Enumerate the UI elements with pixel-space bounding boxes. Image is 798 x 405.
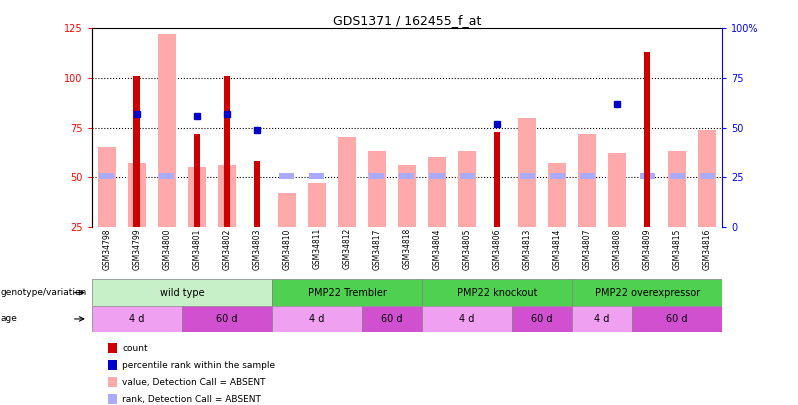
- Bar: [422, 306, 512, 332]
- Text: 4 d: 4 d: [129, 314, 144, 324]
- Bar: [182, 306, 272, 332]
- Text: 4 d: 4 d: [460, 314, 475, 324]
- Bar: [158, 34, 176, 227]
- Bar: [640, 173, 654, 179]
- Bar: [548, 163, 566, 227]
- Bar: [128, 163, 146, 227]
- Bar: [272, 279, 422, 306]
- Bar: [278, 193, 296, 227]
- Bar: [362, 306, 422, 332]
- Bar: [632, 306, 722, 332]
- Text: 60 d: 60 d: [216, 314, 238, 324]
- Text: 60 d: 60 d: [531, 314, 553, 324]
- Bar: [429, 173, 444, 179]
- Bar: [223, 76, 230, 227]
- Bar: [698, 130, 716, 227]
- Title: GDS1371 / 162455_f_at: GDS1371 / 162455_f_at: [333, 14, 481, 27]
- Bar: [608, 153, 626, 227]
- Text: 60 d: 60 d: [381, 314, 403, 324]
- Text: PMP22 knockout: PMP22 knockout: [456, 288, 537, 298]
- Bar: [428, 157, 446, 227]
- Bar: [578, 134, 596, 227]
- Bar: [160, 173, 174, 179]
- Text: genotype/variation: genotype/variation: [1, 288, 87, 297]
- Bar: [368, 151, 386, 227]
- Text: PMP22 Trembler: PMP22 Trembler: [307, 288, 386, 298]
- Text: 4 d: 4 d: [595, 314, 610, 324]
- Bar: [99, 173, 114, 179]
- Bar: [310, 173, 325, 179]
- Bar: [668, 151, 686, 227]
- Bar: [254, 161, 260, 227]
- Bar: [279, 173, 294, 179]
- Bar: [422, 279, 572, 306]
- Bar: [700, 173, 715, 179]
- Bar: [194, 134, 200, 227]
- Bar: [308, 183, 326, 227]
- Text: percentile rank within the sample: percentile rank within the sample: [122, 361, 275, 370]
- Bar: [400, 173, 414, 179]
- Bar: [494, 132, 500, 227]
- Bar: [338, 138, 356, 227]
- Bar: [398, 165, 416, 227]
- Bar: [92, 279, 272, 306]
- Bar: [518, 117, 536, 227]
- Bar: [572, 279, 722, 306]
- Bar: [460, 173, 475, 179]
- Text: wild type: wild type: [160, 288, 204, 298]
- Text: 4 d: 4 d: [310, 314, 325, 324]
- Text: value, Detection Call = ABSENT: value, Detection Call = ABSENT: [122, 378, 266, 387]
- Bar: [512, 306, 572, 332]
- Text: 60 d: 60 d: [666, 314, 688, 324]
- Bar: [644, 52, 650, 227]
- Bar: [369, 173, 385, 179]
- Bar: [133, 76, 140, 227]
- Bar: [670, 173, 685, 179]
- Bar: [92, 306, 182, 332]
- Text: count: count: [122, 344, 148, 353]
- Bar: [98, 147, 116, 227]
- Text: PMP22 overexpressor: PMP22 overexpressor: [595, 288, 700, 298]
- Bar: [218, 165, 236, 227]
- Text: rank, Detection Call = ABSENT: rank, Detection Call = ABSENT: [122, 395, 261, 404]
- Bar: [458, 151, 476, 227]
- Bar: [272, 306, 362, 332]
- Bar: [519, 173, 535, 179]
- Bar: [572, 306, 632, 332]
- Bar: [188, 167, 206, 227]
- Bar: [579, 173, 595, 179]
- Bar: [550, 173, 565, 179]
- Text: age: age: [1, 314, 18, 324]
